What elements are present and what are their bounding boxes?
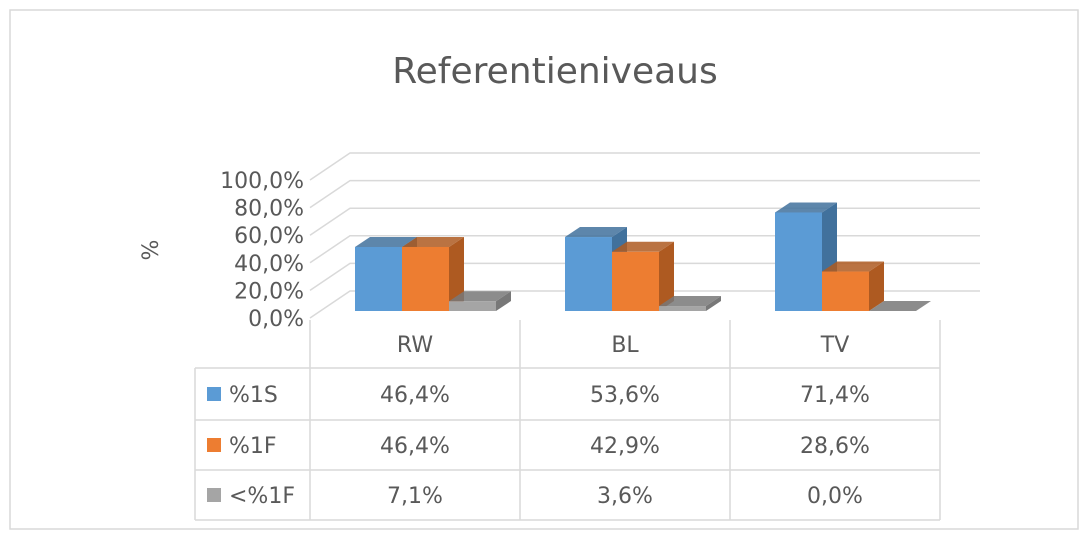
bar [822, 271, 869, 311]
chart-border [9, 9, 1079, 530]
bar [402, 246, 449, 311]
table-value: 0,0% [807, 484, 863, 509]
y-tick-label: 100,0% [220, 169, 304, 194]
grid-line [309, 235, 980, 264]
y-tick-label: 40,0% [234, 252, 304, 277]
legend-label: %1F [229, 434, 277, 459]
bar-top [869, 301, 931, 311]
bar [659, 306, 706, 311]
y-tick-label: 0,0% [248, 307, 304, 332]
bar [565, 237, 612, 311]
grid-line [309, 262, 980, 292]
bar-top [822, 261, 884, 272]
y-tick-label: 20,0% [234, 279, 304, 304]
chart-title: Referentieniveaus [392, 51, 718, 92]
bar-top [402, 236, 464, 247]
table-value: 46,4% [380, 383, 450, 408]
legend-label: <%1F [229, 484, 295, 509]
bar-side [869, 261, 884, 311]
x-tick-label: RW [397, 333, 433, 358]
x-tick-label: TV [820, 333, 850, 358]
bar-top [565, 227, 627, 238]
bar-side [659, 241, 674, 311]
table-value: 46,4% [380, 434, 450, 459]
bar-top [449, 291, 511, 302]
grid-line [309, 152, 980, 181]
bar [775, 212, 822, 311]
table-value: 71,4% [800, 383, 870, 408]
table-value: 42,9% [590, 434, 660, 459]
table-value: 3,6% [597, 484, 653, 509]
grid-line [309, 290, 980, 319]
y-tick-label: 60,0% [234, 224, 304, 249]
table-value: 28,6% [800, 434, 870, 459]
bar-top [659, 296, 721, 307]
legend-key [207, 387, 221, 401]
grid-line [309, 207, 980, 236]
bar [612, 251, 659, 311]
bar-side [449, 236, 464, 311]
bar-side [706, 296, 721, 311]
y-tick-label: 80,0% [234, 197, 304, 222]
table-value: 7,1% [387, 484, 443, 509]
grid-line [309, 179, 980, 209]
table-value: 53,6% [590, 383, 660, 408]
bar [355, 246, 402, 311]
bar [449, 301, 496, 311]
y-axis-label: % [139, 240, 164, 261]
legend-key [207, 488, 221, 502]
x-tick-label: BL [611, 333, 639, 358]
bar-top [355, 236, 417, 247]
legend-key [207, 438, 221, 452]
legend-label: %1S [229, 383, 278, 408]
bar-top [775, 202, 837, 213]
bar-side [496, 291, 511, 311]
bar-top [612, 241, 674, 252]
